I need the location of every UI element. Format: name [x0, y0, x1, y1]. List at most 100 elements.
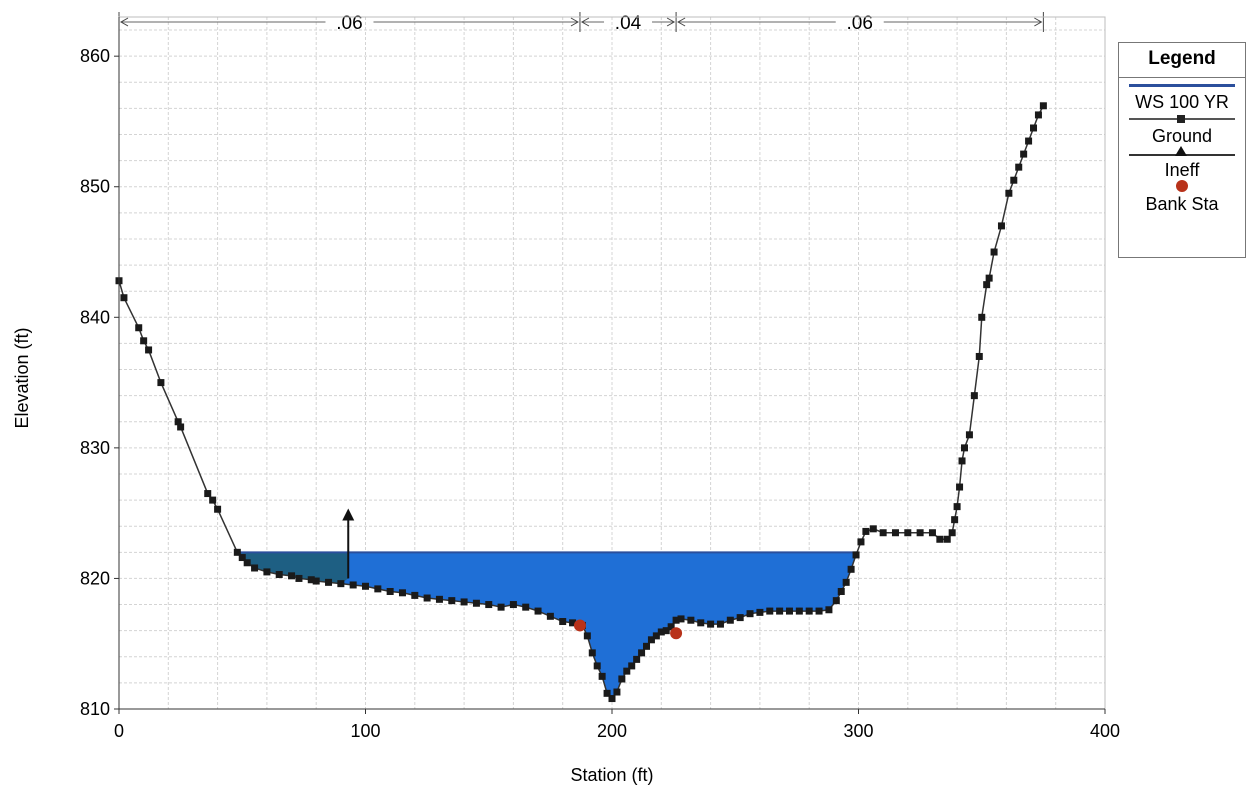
ground-point	[975, 352, 983, 360]
ground-point	[948, 529, 956, 537]
ground-point	[588, 649, 596, 657]
bank-station-point	[573, 619, 586, 632]
x-axis-title: Station (ft)	[570, 765, 653, 785]
ground-point	[593, 662, 601, 670]
ground-point	[598, 672, 606, 680]
ground-point	[928, 529, 936, 537]
ground-point	[307, 576, 315, 584]
ground-point	[672, 616, 680, 624]
ground-point	[1010, 176, 1018, 184]
ground-point	[904, 529, 912, 537]
ground-point	[785, 607, 793, 615]
ground-point	[965, 431, 973, 439]
ground-point	[157, 379, 165, 387]
ground-point	[677, 615, 685, 623]
y-axis-title: Elevation (ft)	[12, 327, 32, 428]
ground-point	[1030, 124, 1038, 132]
ground-point	[697, 619, 705, 627]
ground-point	[145, 346, 153, 354]
n-arrow-left	[580, 17, 590, 27]
ground-point	[485, 601, 493, 609]
ground-point	[960, 444, 968, 452]
ineff-marker	[342, 508, 355, 521]
ground-point	[398, 589, 406, 597]
ground-point	[569, 619, 577, 627]
ground-point	[214, 505, 222, 513]
ground-point	[349, 581, 357, 589]
ground-point	[546, 612, 554, 620]
triangle-marker-icon	[1119, 146, 1245, 160]
square-marker-icon	[1119, 112, 1245, 126]
line-icon	[1119, 78, 1245, 92]
ground-point	[204, 490, 212, 498]
ground-point	[970, 392, 978, 400]
ground-point	[534, 607, 542, 615]
ground-point	[509, 601, 517, 609]
ground-point	[583, 632, 591, 640]
ground-point	[756, 608, 764, 616]
ground-point	[1020, 150, 1028, 158]
ground-point	[312, 577, 320, 585]
ground-point	[448, 597, 456, 605]
y-tick-label: 850	[80, 177, 110, 197]
n-arrow-right	[666, 17, 676, 27]
ground-point	[943, 535, 951, 543]
ground-point	[990, 248, 998, 256]
n-value-label: .06	[847, 13, 873, 34]
ground-point	[857, 538, 865, 546]
ground-point	[832, 597, 840, 605]
ground-point	[633, 655, 641, 663]
ground-point	[243, 559, 251, 567]
ground-point	[795, 607, 803, 615]
axes: 0 100 200 300 400 810 820 830 840 850 860	[80, 16, 1120, 741]
ground-point	[707, 620, 715, 628]
legend-label-ineff: Ineff	[1164, 160, 1200, 180]
legend: Legend WS 100 YR Ground Ineff Bank Sta	[1118, 42, 1246, 258]
n-arrow-right	[570, 17, 579, 27]
ground-point	[522, 603, 530, 611]
ground-point	[295, 574, 303, 582]
ground-point	[618, 675, 626, 683]
y-tick-label: 810	[80, 699, 110, 719]
ground-point	[842, 578, 850, 586]
ground-point	[638, 649, 646, 657]
ground-point	[460, 598, 468, 606]
ground-point	[997, 222, 1005, 230]
ground-point	[776, 607, 784, 615]
ground-point	[652, 632, 660, 640]
ground-point	[386, 587, 394, 595]
legend-item-ws: WS 100 YR	[1119, 78, 1245, 112]
ground-point	[847, 565, 855, 573]
ground-point	[120, 294, 128, 302]
ground-point	[1034, 111, 1042, 119]
ground-point	[985, 274, 993, 282]
ground-point	[837, 587, 845, 595]
ground-point	[956, 483, 964, 491]
legend-label-bank: Bank Sta	[1145, 194, 1219, 214]
ground-point	[862, 527, 870, 535]
ground-point	[825, 606, 833, 614]
water-fill	[237, 551, 858, 699]
ground-point	[657, 628, 665, 636]
ground-point	[472, 599, 480, 607]
n-arrow-left	[677, 17, 686, 27]
legend-title: Legend	[1119, 43, 1245, 78]
ground-point	[497, 603, 505, 611]
y-tick-label: 830	[80, 438, 110, 458]
ground-point	[628, 662, 636, 670]
ground-point	[891, 529, 899, 537]
legend-item-ground: Ground	[1119, 112, 1245, 146]
ground-point	[177, 423, 185, 431]
x-tick-label: 0	[114, 721, 124, 741]
ground-point	[374, 585, 382, 593]
x-tick-label: 200	[597, 721, 627, 741]
ground-point	[613, 688, 621, 696]
ground-point	[805, 607, 813, 615]
n-arrow-left	[119, 17, 129, 27]
ground-point	[667, 623, 675, 631]
legend-label-ws: WS 100 YR	[1135, 92, 1229, 112]
ground-series	[115, 102, 1047, 703]
y-tick-label: 860	[80, 46, 110, 66]
ground-point	[288, 572, 296, 580]
ground-point	[238, 554, 246, 562]
